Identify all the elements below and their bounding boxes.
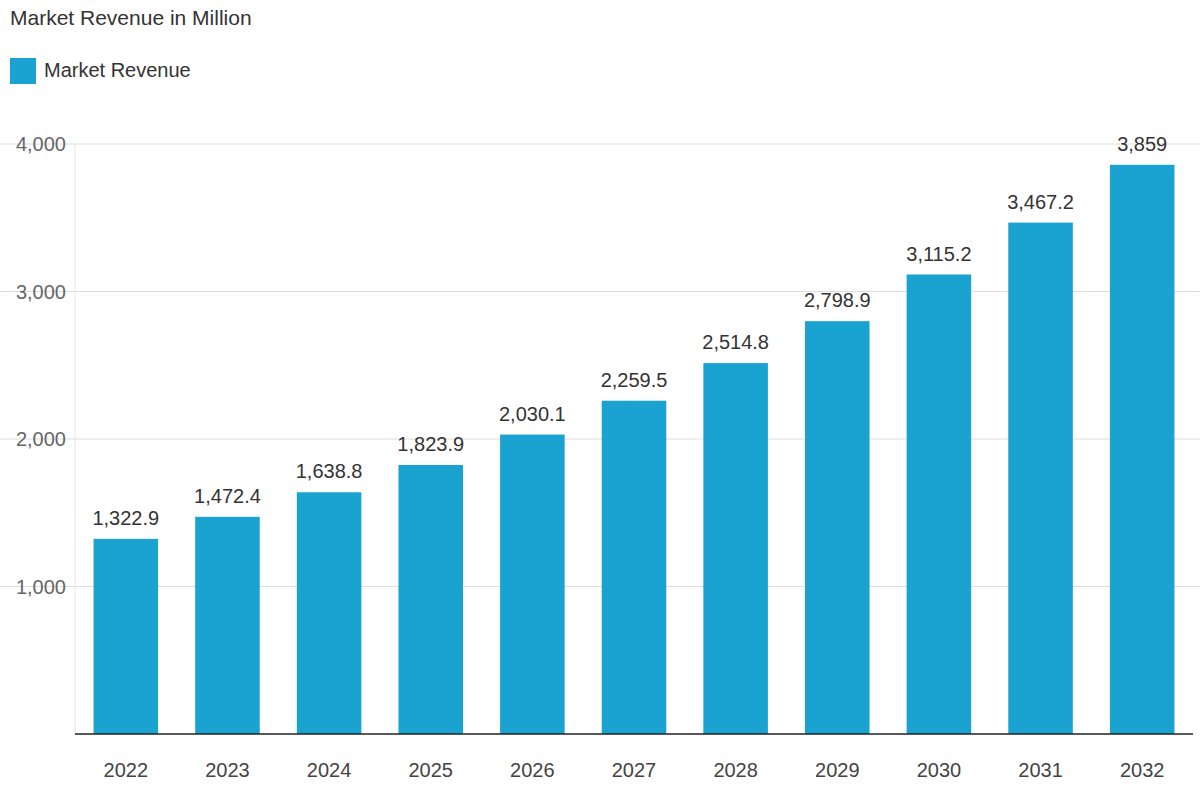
data-label: 2,514.8	[702, 331, 769, 353]
bar	[94, 539, 159, 734]
data-label: 1,638.8	[296, 460, 363, 482]
x-tick-label: 2024	[307, 759, 352, 781]
data-label: 2,030.1	[499, 403, 566, 425]
bar	[805, 321, 870, 734]
y-tick-label: 3,000	[16, 281, 66, 303]
x-tick-label: 2025	[408, 759, 453, 781]
data-label: 3,115.2	[906, 243, 971, 265]
x-tick-label: 2023	[205, 759, 250, 781]
grid-line	[0, 143, 1200, 144]
x-tick-label: 2029	[815, 759, 860, 781]
bar	[1008, 223, 1073, 734]
bar	[297, 492, 362, 734]
chart: Market Revenue in Million Market Revenue 1…	[0, 0, 1200, 800]
x-tick-label: 2031	[1018, 759, 1063, 781]
bar	[398, 465, 463, 734]
bar	[1110, 165, 1175, 734]
x-tick-label: 2027	[612, 759, 657, 781]
data-label: 3,859	[1117, 133, 1167, 155]
data-label: 1,472.4	[194, 485, 261, 507]
bar	[703, 363, 768, 734]
x-tick-label: 2030	[917, 759, 962, 781]
y-tick-label: 2,000	[16, 428, 66, 450]
y-tick-label: 1,000	[16, 576, 66, 598]
data-label: 1,322.9	[92, 507, 159, 529]
x-tick-label: 2028	[713, 759, 758, 781]
legend: Market Revenue	[10, 58, 191, 84]
legend-swatch	[10, 58, 36, 84]
y-axis-line	[75, 144, 76, 734]
x-tick-label: 2032	[1120, 759, 1165, 781]
title: Market Revenue in Million	[10, 6, 252, 29]
bars	[94, 165, 1175, 734]
y-tick-label: 4,000	[16, 133, 66, 155]
bar	[195, 517, 260, 734]
x-tick-label: 2026	[510, 759, 555, 781]
bar	[602, 401, 667, 734]
x-axis-line	[75, 733, 1193, 735]
bar	[500, 435, 565, 734]
data-label: 1,823.9	[397, 433, 464, 455]
data-label: 2,259.5	[601, 369, 668, 391]
legend-label: Market Revenue	[44, 59, 191, 81]
x-tick-label: 2022	[104, 759, 149, 781]
data-label: 3,467.2	[1007, 191, 1074, 213]
data-label: 2,798.9	[804, 289, 871, 311]
bar	[907, 275, 972, 734]
